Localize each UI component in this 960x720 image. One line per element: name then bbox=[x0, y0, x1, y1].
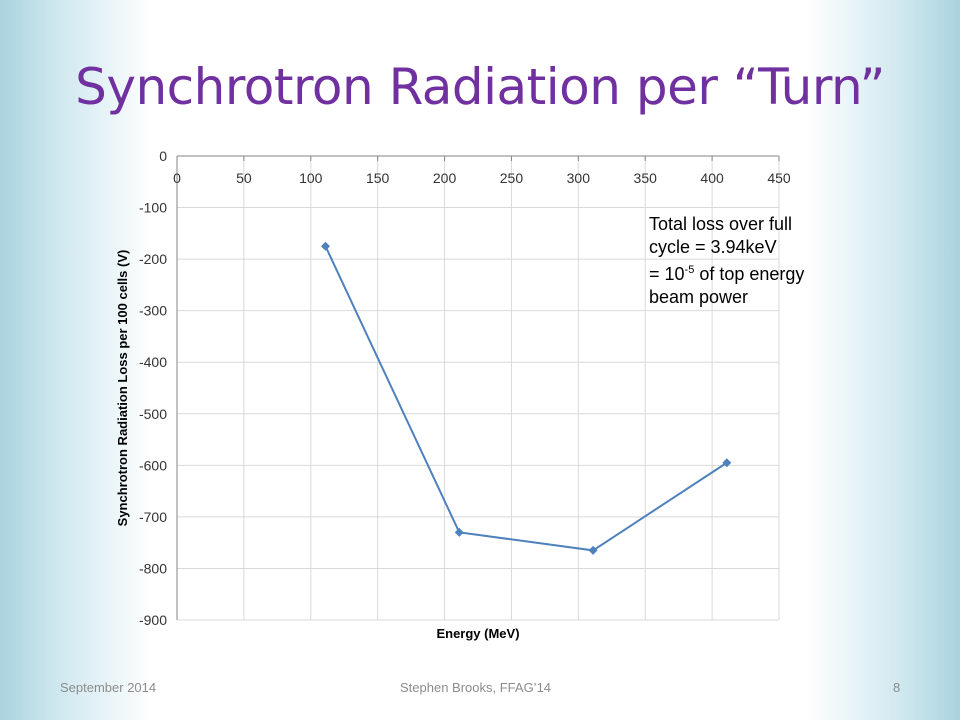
footer-date: September 2014 bbox=[60, 680, 157, 695]
x-tick-label: 100 bbox=[299, 170, 323, 186]
y-axis-title: Synchrotron Radiation Loss per 100 cells… bbox=[115, 250, 130, 527]
slide-title: Synchrotron Radiation per “Turn” bbox=[75, 58, 885, 116]
annotation-line-1: Total loss over full bbox=[649, 214, 793, 234]
x-tick-label: 150 bbox=[366, 170, 390, 186]
y-tick-label: -600 bbox=[139, 457, 167, 473]
x-tick-label: 400 bbox=[700, 170, 724, 186]
x-tick-label: 200 bbox=[433, 170, 457, 186]
x-tick-label: 0 bbox=[173, 170, 181, 186]
series-line bbox=[324, 245, 728, 552]
annotation-exponent: -5 bbox=[684, 264, 695, 276]
y-tick-label: 0 bbox=[159, 148, 167, 164]
x-tick-label: 50 bbox=[236, 170, 252, 186]
y-tick-label: -900 bbox=[139, 612, 167, 628]
annotation-line-4: beam power bbox=[649, 287, 749, 307]
y-tick-label: -200 bbox=[139, 251, 167, 267]
data-point-marker bbox=[320, 241, 330, 251]
annotation-line-2: cycle = 3.94keV bbox=[649, 237, 777, 257]
data-point-marker bbox=[454, 527, 464, 537]
x-tick-label: 300 bbox=[567, 170, 591, 186]
annotation-line-3: = 10-5 of top energy bbox=[649, 259, 879, 286]
x-tick-label: 350 bbox=[634, 170, 658, 186]
y-tick-label: -100 bbox=[139, 200, 167, 216]
y-tick-label: -300 bbox=[139, 303, 167, 319]
x-tick-label: 250 bbox=[500, 170, 524, 186]
x-axis-title: Energy (MeV) bbox=[436, 626, 519, 641]
annotation-line-3-suffix: of top energy bbox=[694, 264, 805, 284]
footer-page-number: 8 bbox=[893, 680, 901, 695]
data-point-marker bbox=[722, 458, 732, 468]
loss-annotation: Total loss over full cycle = 3.94keV = 1… bbox=[649, 213, 879, 309]
annotation-line-3-prefix: = 10 bbox=[649, 264, 685, 284]
plot-area bbox=[177, 156, 779, 620]
y-tick-label: -500 bbox=[139, 406, 167, 422]
x-tick-label: 450 bbox=[767, 170, 791, 186]
y-tick-label: -400 bbox=[139, 354, 167, 370]
y-tick-label: -800 bbox=[139, 560, 167, 576]
y-tick-label: -700 bbox=[139, 509, 167, 525]
footer-author: Stephen Brooks, FFAG’14 bbox=[400, 680, 552, 695]
data-point-marker bbox=[588, 545, 598, 555]
